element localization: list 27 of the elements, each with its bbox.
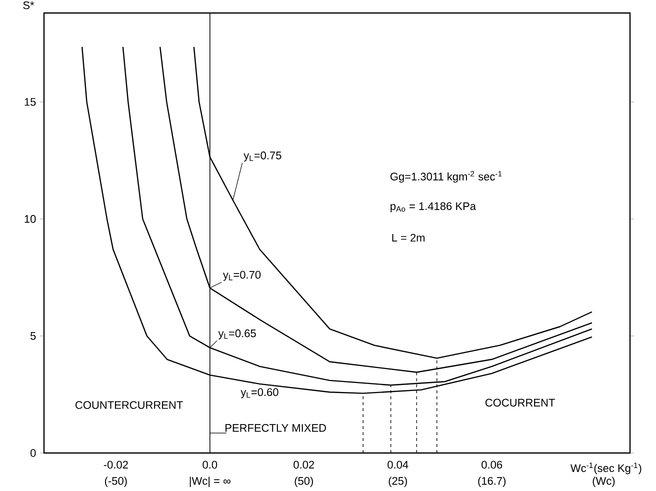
x-tick-label: 0.0 <box>202 460 218 469</box>
text: y$_{L}$=0.75 <box>244 152 282 162</box>
annotation: PERFECTLY MIXED <box>226 424 326 432</box>
text: (50) <box>294 476 313 487</box>
x-tick-label: -0.02 <box>104 460 128 469</box>
x-axis-title: Wc$^{-1}$(sec Kg$^{-1}$) <box>570 462 642 474</box>
annotation: Gg=1.3011 kgm$^{-2}$ sec$^{-1}$ <box>390 171 502 183</box>
y-axis-title: S* <box>23 1 34 10</box>
y-tick-label: 15 <box>24 98 36 106</box>
annotation: COUNTERCURRENT <box>76 401 183 409</box>
series-label: y$_{L}$=0.70 <box>222 270 261 281</box>
x-tick-label: 0.06 <box>482 460 502 469</box>
annotation: p$_{Ao}$ = 1.4186 KPa <box>390 202 476 212</box>
y-tick-label: 0 <box>30 449 36 457</box>
y-tick-label: 10 <box>24 215 36 223</box>
annotation: L = 2m <box>392 234 425 242</box>
text: (Wc) <box>592 476 615 487</box>
x-tick-label: 0.04 <box>388 460 408 469</box>
x-tick-label: 0.02 <box>294 460 314 469</box>
series-label: y$_{L}$=0.65 <box>218 329 256 340</box>
series-label: y$_{L}$=0.60 <box>240 388 278 398</box>
text: (-50) <box>104 476 127 487</box>
text: (16.7) <box>478 476 506 487</box>
text: |Wc| = ∞ <box>190 476 230 488</box>
annotation: COCURRENT <box>485 398 555 407</box>
y-tick-label: 5 <box>30 332 36 340</box>
text: (25) <box>388 476 407 487</box>
